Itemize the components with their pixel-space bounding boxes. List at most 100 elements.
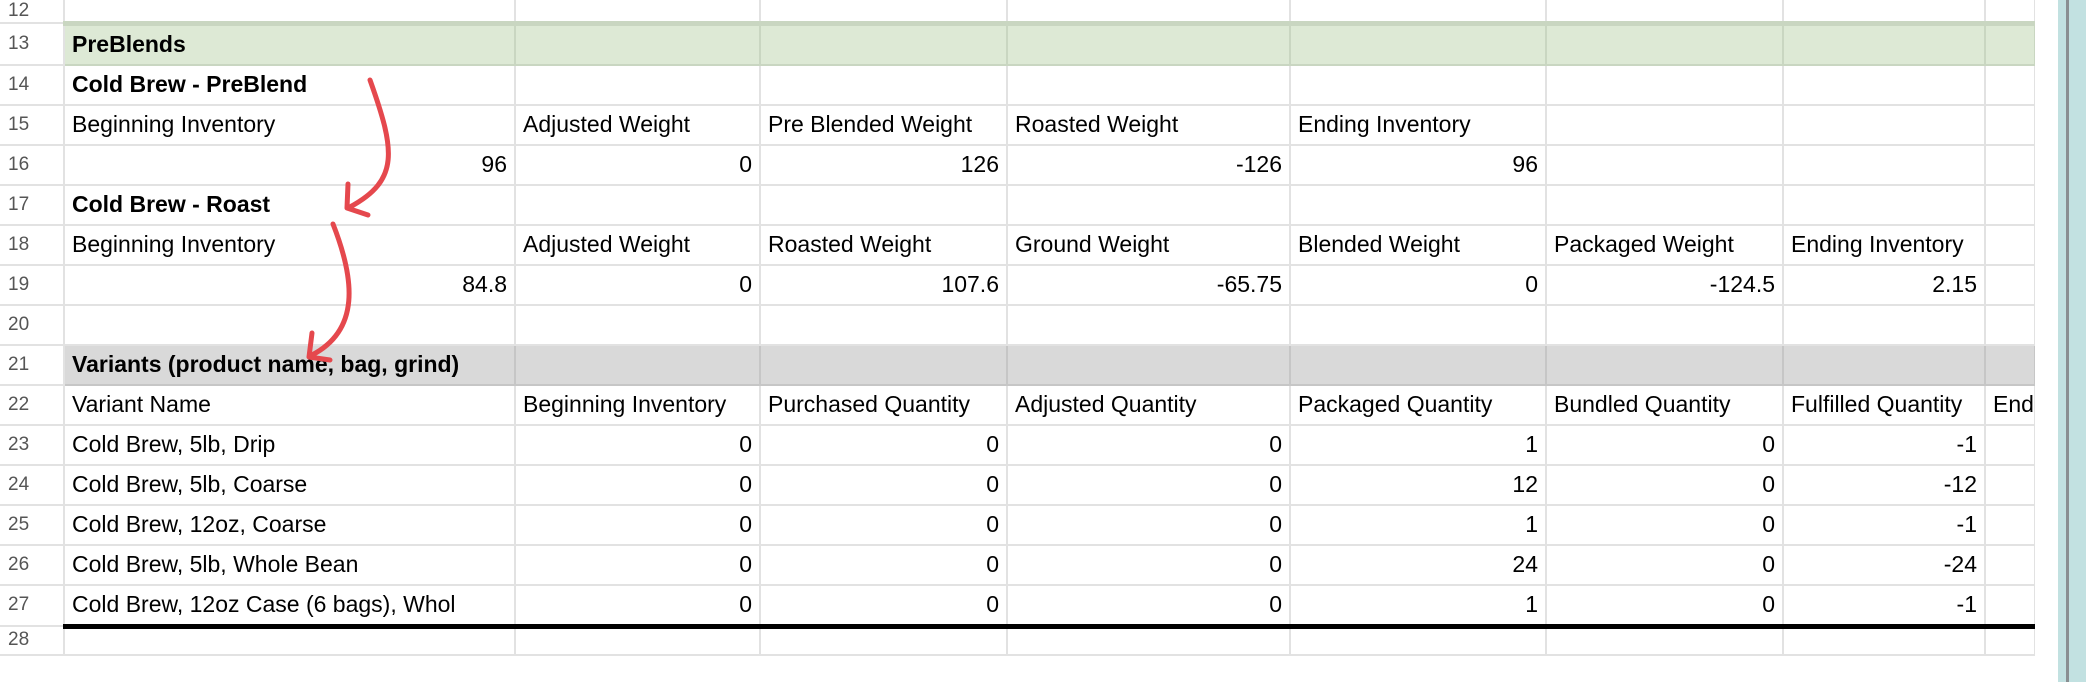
cell-B22[interactable]: Beginning Inventory	[514, 383, 761, 426]
cell-F23[interactable]: 0	[1545, 423, 1784, 466]
cell-H16[interactable]	[1984, 143, 2036, 186]
cell-G27[interactable]: -1	[1782, 583, 1986, 629]
cell-F24[interactable]: 0	[1545, 463, 1784, 506]
cell-D23[interactable]: 0	[1006, 423, 1291, 466]
cell-G20[interactable]	[1782, 303, 1986, 346]
cell-H27[interactable]	[1984, 583, 2036, 629]
cell-C20[interactable]	[759, 303, 1008, 346]
cell-B25[interactable]: 0	[514, 503, 761, 546]
cell-G28[interactable]	[1782, 625, 1986, 656]
cell-B18[interactable]: Adjusted Weight	[514, 223, 761, 266]
row-header[interactable]: 13	[0, 22, 65, 66]
cell-C23[interactable]: 0	[759, 423, 1008, 466]
cell-H26[interactable]	[1984, 543, 2036, 586]
row-header[interactable]: 28	[0, 625, 65, 656]
cell-A15[interactable]: Beginning Inventory	[63, 103, 516, 146]
row-header[interactable]: 12	[0, 0, 65, 24]
row-header[interactable]: 19	[0, 263, 65, 306]
cell-F19[interactable]: -124.5	[1545, 263, 1784, 306]
cell-H14[interactable]	[1984, 63, 2036, 106]
cell-F25[interactable]: 0	[1545, 503, 1784, 546]
cell-G18[interactable]: Ending Inventory	[1782, 223, 1986, 266]
cell-B15[interactable]: Adjusted Weight	[514, 103, 761, 146]
cell-D14[interactable]	[1006, 63, 1291, 106]
row-header[interactable]: 23	[0, 423, 65, 466]
cell-B28[interactable]	[514, 625, 761, 656]
cell-D26[interactable]: 0	[1006, 543, 1291, 586]
cell-E16[interactable]: 96	[1289, 143, 1547, 186]
row-header[interactable]: 18	[0, 223, 65, 266]
cell-A18[interactable]: Beginning Inventory	[63, 223, 516, 266]
cell-B27[interactable]: 0	[514, 583, 761, 629]
cell-B14[interactable]	[514, 63, 761, 106]
cell-B17[interactable]	[514, 183, 761, 226]
cell-E19[interactable]: 0	[1289, 263, 1547, 306]
cell-E14[interactable]	[1289, 63, 1547, 106]
cell-D15[interactable]: Roasted Weight	[1006, 103, 1291, 146]
row-header[interactable]: 24	[0, 463, 65, 506]
cell-E15[interactable]: Ending Inventory	[1289, 103, 1547, 146]
cell-G14[interactable]	[1782, 63, 1986, 106]
cell-E28[interactable]	[1289, 625, 1547, 656]
cell-A21[interactable]: Variants (product name, bag, grind)	[63, 343, 516, 386]
cell-F26[interactable]: 0	[1545, 543, 1784, 586]
row-header[interactable]: 25	[0, 503, 65, 546]
cell-G13[interactable]	[1782, 20, 1986, 66]
cell-E23[interactable]: 1	[1289, 423, 1547, 466]
cell-E26[interactable]: 24	[1289, 543, 1547, 586]
cell-E22[interactable]: Packaged Quantity	[1289, 383, 1547, 426]
cell-D27[interactable]: 0	[1006, 583, 1291, 629]
cell-A27[interactable]: Cold Brew, 12oz Case (6 bags), Whol	[63, 583, 516, 629]
cell-H25[interactable]	[1984, 503, 2036, 546]
cell-C19[interactable]: 107.6	[759, 263, 1008, 306]
cell-H17[interactable]	[1984, 183, 2036, 226]
cell-D18[interactable]: Ground Weight	[1006, 223, 1291, 266]
cell-F22[interactable]: Bundled Quantity	[1545, 383, 1784, 426]
cell-A23[interactable]: Cold Brew, 5lb, Drip	[63, 423, 516, 466]
cell-C24[interactable]: 0	[759, 463, 1008, 506]
row-header[interactable]: 17	[0, 183, 65, 226]
cell-E12[interactable]	[1289, 0, 1547, 24]
cell-B26[interactable]: 0	[514, 543, 761, 586]
cell-C17[interactable]	[759, 183, 1008, 226]
row-header[interactable]: 21	[0, 343, 65, 386]
cell-D19[interactable]: -65.75	[1006, 263, 1291, 306]
cell-A28[interactable]	[63, 625, 516, 656]
cell-D16[interactable]: -126	[1006, 143, 1291, 186]
cell-D13[interactable]	[1006, 20, 1291, 66]
cell-A12[interactable]	[63, 0, 516, 24]
cell-E20[interactable]	[1289, 303, 1547, 346]
cell-H18[interactable]	[1984, 223, 2036, 266]
cell-C26[interactable]: 0	[759, 543, 1008, 586]
row-header[interactable]: 16	[0, 143, 65, 186]
cell-C15[interactable]: Pre Blended Weight	[759, 103, 1008, 146]
cell-H23[interactable]	[1984, 423, 2036, 466]
cell-G12[interactable]	[1782, 0, 1986, 24]
cell-H19[interactable]	[1984, 263, 2036, 306]
cell-G24[interactable]: -12	[1782, 463, 1986, 506]
cell-D24[interactable]: 0	[1006, 463, 1291, 506]
cell-F28[interactable]	[1545, 625, 1784, 656]
cell-A25[interactable]: Cold Brew, 12oz, Coarse	[63, 503, 516, 546]
cell-G23[interactable]: -1	[1782, 423, 1986, 466]
cell-F16[interactable]	[1545, 143, 1784, 186]
cell-H13[interactable]	[1984, 20, 2036, 66]
cell-B20[interactable]	[514, 303, 761, 346]
cell-D20[interactable]	[1006, 303, 1291, 346]
cell-G22[interactable]: Fulfilled Quantity	[1782, 383, 1986, 426]
cell-E21[interactable]	[1289, 343, 1547, 386]
cell-E27[interactable]: 1	[1289, 583, 1547, 629]
cell-H21[interactable]	[1984, 343, 2036, 386]
cell-F14[interactable]	[1545, 63, 1784, 106]
row-header[interactable]: 14	[0, 63, 65, 106]
cell-F15[interactable]	[1545, 103, 1784, 146]
cell-E25[interactable]: 1	[1289, 503, 1547, 546]
cell-F18[interactable]: Packaged Weight	[1545, 223, 1784, 266]
row-header[interactable]: 26	[0, 543, 65, 586]
cell-B12[interactable]	[514, 0, 761, 24]
cell-D22[interactable]: Adjusted Quantity	[1006, 383, 1291, 426]
cell-C25[interactable]: 0	[759, 503, 1008, 546]
cell-B19[interactable]: 0	[514, 263, 761, 306]
cell-C14[interactable]	[759, 63, 1008, 106]
vertical-scrollbar[interactable]	[2058, 0, 2086, 682]
